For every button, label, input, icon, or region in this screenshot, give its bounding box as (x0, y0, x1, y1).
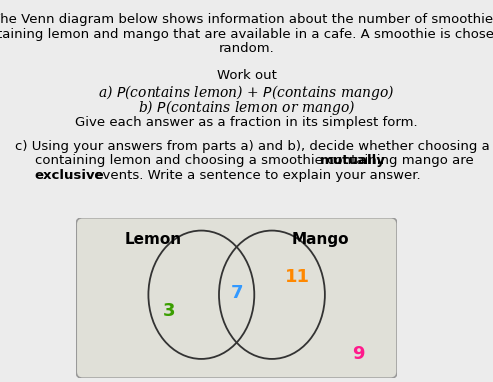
Text: 11: 11 (285, 268, 310, 286)
Text: random.: random. (218, 42, 275, 55)
FancyBboxPatch shape (76, 218, 397, 378)
Text: 9: 9 (352, 345, 365, 363)
Text: Lemon: Lemon (124, 232, 181, 247)
Text: Work out: Work out (216, 68, 277, 81)
Text: exclusive: exclusive (35, 169, 104, 182)
Text: Give each answer as a fraction in its simplest form.: Give each answer as a fraction in its si… (75, 117, 418, 129)
Text: Mango: Mango (291, 232, 349, 247)
Text: 7: 7 (230, 284, 243, 302)
Text: c) Using your answers from parts a) and b), decide whether choosing a smoothie: c) Using your answers from parts a) and … (15, 140, 493, 153)
Text: The Venn diagram below shows information about the number of smoothies: The Venn diagram below shows information… (0, 13, 493, 26)
Text: a) $P$(contains lemon) + $P$(contains mango): a) $P$(contains lemon) + $P$(contains ma… (98, 83, 395, 102)
Text: containing lemon and mango that are available in a cafe. A smoothie is chosen at: containing lemon and mango that are avai… (0, 28, 493, 41)
Text: containing lemon and choosing a smoothie containing mango are: containing lemon and choosing a smoothie… (35, 154, 478, 167)
Text: b) $P$(contains lemon or mango): b) $P$(contains lemon or mango) (138, 97, 355, 117)
Text: mutually: mutually (319, 154, 386, 167)
Text: 3: 3 (163, 302, 176, 320)
Text: events. Write a sentence to explain your answer.: events. Write a sentence to explain your… (90, 169, 421, 182)
